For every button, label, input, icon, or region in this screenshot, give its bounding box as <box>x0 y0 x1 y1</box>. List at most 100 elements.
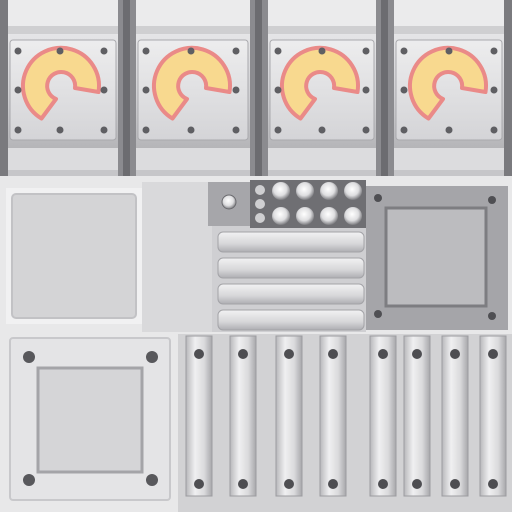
vertical-bar-set <box>178 334 512 512</box>
rivet-icon <box>194 349 204 359</box>
rivet-icon <box>445 126 453 134</box>
rivet-icon <box>14 47 22 55</box>
rivet-icon <box>284 479 294 489</box>
warning-panel <box>137 39 249 141</box>
rivet-icon <box>194 479 204 489</box>
rivet-icon <box>238 479 248 489</box>
rivet-icon <box>14 86 22 94</box>
slat <box>217 309 365 331</box>
vertical-bar <box>185 335 213 497</box>
light-frame-panel <box>9 337 171 501</box>
rivet-icon <box>490 47 498 55</box>
warning-panel <box>9 39 117 141</box>
bar-body <box>441 335 469 497</box>
rivet-icon <box>488 196 496 204</box>
bolt-icon <box>296 182 314 200</box>
rivet-icon <box>142 126 150 134</box>
strip-column <box>123 0 130 176</box>
vertical-bar <box>479 335 507 497</box>
rivet-icon <box>374 310 382 318</box>
strip-column <box>381 0 388 176</box>
rivet-icon <box>232 126 240 134</box>
rivet-icon <box>318 47 326 55</box>
strip-column <box>255 0 262 176</box>
vertical-bar <box>319 335 347 497</box>
rivet-icon <box>187 47 195 55</box>
rivet-icon <box>374 194 382 202</box>
rivet-icon <box>318 126 326 134</box>
c-ring-icon <box>408 45 488 121</box>
rivet-icon <box>490 86 498 94</box>
rivet-icon <box>445 47 453 55</box>
rivet-icon <box>56 47 64 55</box>
c-ring-icon <box>152 45 232 121</box>
plain-plate <box>6 188 142 324</box>
rivet-icon <box>378 479 388 489</box>
bar-body <box>185 335 213 497</box>
rivet-icon <box>100 47 108 55</box>
warning-panel <box>395 39 503 141</box>
bar-body <box>229 335 257 497</box>
bar-body <box>275 335 303 497</box>
bolt-icon <box>272 182 290 200</box>
bolt-icon <box>296 207 314 225</box>
top-warning-strip <box>0 0 512 176</box>
rivet-icon <box>450 349 460 359</box>
bolt-icon <box>255 213 265 223</box>
bolt-icon <box>320 182 338 200</box>
c-ring-icon <box>21 45 101 121</box>
rivet-icon <box>412 479 422 489</box>
rivet-icon <box>362 126 370 134</box>
rivet-icon <box>14 126 22 134</box>
rivet-icon <box>328 349 338 359</box>
rivet-icon <box>400 86 408 94</box>
strip-column <box>0 0 8 176</box>
bar-body <box>479 335 507 497</box>
rivet-icon <box>400 126 408 134</box>
rivet-icon <box>23 474 35 486</box>
bolt-icon <box>344 207 362 225</box>
bolt-icon <box>344 182 362 200</box>
rivet-icon <box>412 349 422 359</box>
rivet-icon <box>100 126 108 134</box>
rivet-icon <box>238 349 248 359</box>
strip-column <box>504 0 512 176</box>
rivet-icon <box>274 47 282 55</box>
vertical-bar <box>441 335 469 497</box>
rivet-icon <box>284 349 294 359</box>
vertical-bar <box>229 335 257 497</box>
rivet-icon <box>274 126 282 134</box>
rivet-icon <box>100 86 108 94</box>
rivet-icon <box>488 349 498 359</box>
plain-plate-face <box>11 193 137 319</box>
rivet-icon <box>490 126 498 134</box>
warning-panel <box>269 39 375 141</box>
slat-stack <box>217 231 365 331</box>
dark-frame-panel <box>366 186 508 330</box>
bolt-icon <box>255 185 265 195</box>
rivet-icon <box>23 351 35 363</box>
rivet-icon <box>450 479 460 489</box>
concrete-patch-light <box>142 182 212 332</box>
perforated-tile <box>208 182 250 226</box>
rivet-icon <box>146 351 158 363</box>
rivet-icon <box>362 47 370 55</box>
rivet-icon <box>142 86 150 94</box>
light-frame-inner <box>36 366 144 474</box>
bolt-icon <box>255 199 265 209</box>
rivet-icon <box>232 86 240 94</box>
vertical-bar <box>275 335 303 497</box>
bar-body <box>319 335 347 497</box>
bolt-icon <box>221 194 237 210</box>
bolt-cluster <box>250 180 366 228</box>
dark-frame-inner <box>384 206 488 308</box>
rivet-icon <box>362 86 370 94</box>
slat <box>217 231 365 253</box>
rivet-icon <box>187 126 195 134</box>
vertical-bar <box>403 335 431 497</box>
vertical-bar <box>369 335 397 497</box>
bolt-icon <box>320 207 338 225</box>
rivet-icon <box>488 479 498 489</box>
rivet-icon <box>146 474 158 486</box>
rivet-icon <box>142 47 150 55</box>
